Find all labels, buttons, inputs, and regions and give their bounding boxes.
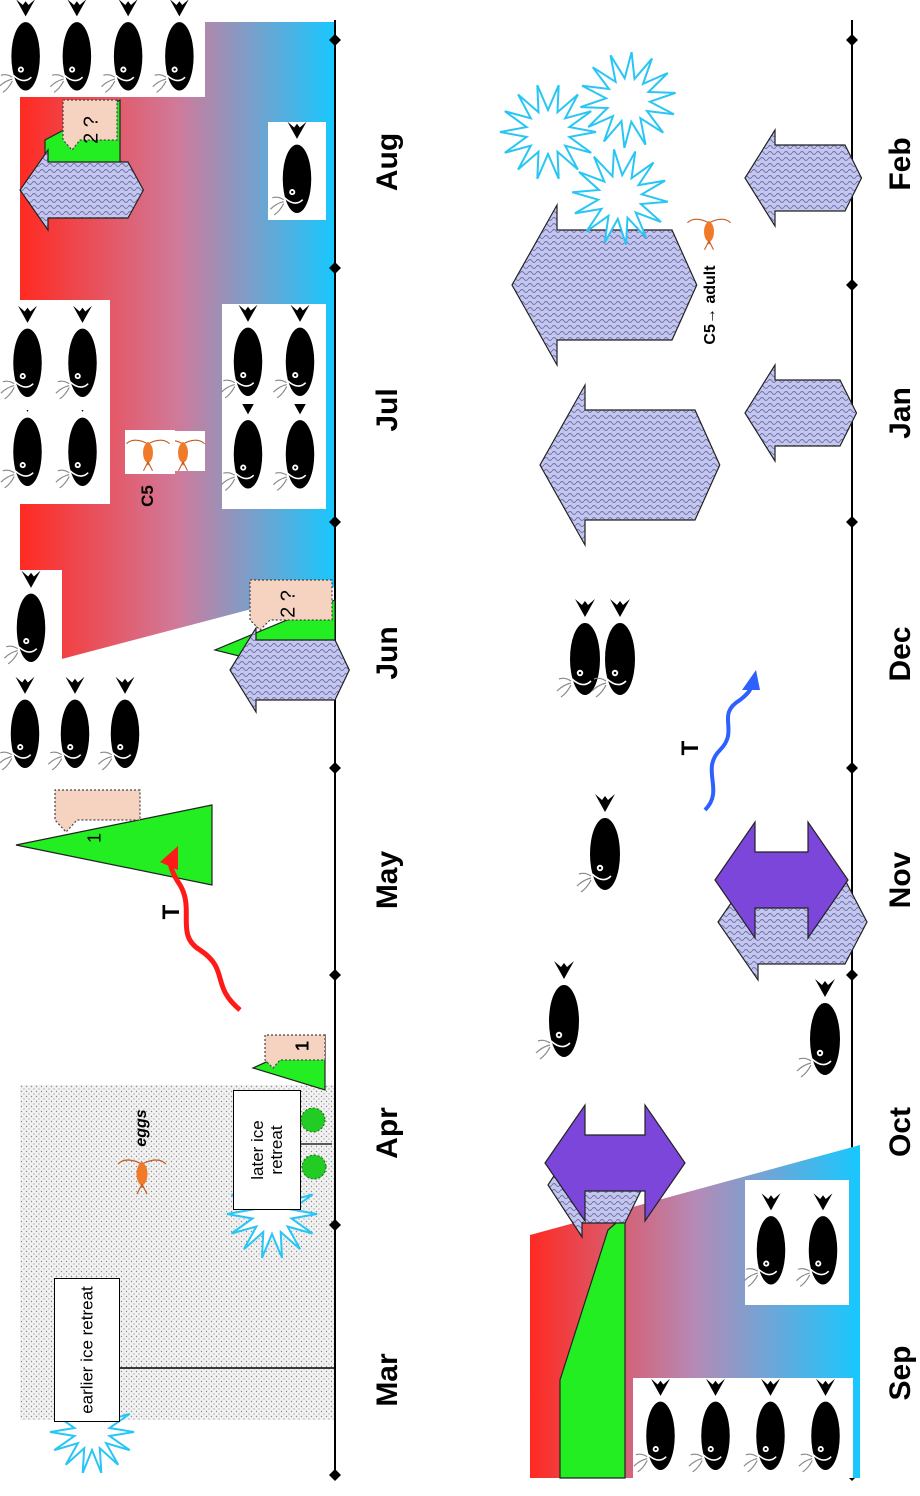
month-label-dec: Dec [884, 626, 917, 682]
vertical-flux-arrow-jan-1 [539, 382, 721, 548]
temperature-label-bottom: T [677, 740, 704, 756]
eggs-label: eggs [133, 1109, 150, 1147]
phytoplankton-bloom-may [15, 804, 213, 886]
timeline-marker-top-6 [329, 262, 341, 274]
month-label-oct: Oct [884, 1106, 917, 1158]
bloom-tag-1-first-label: 1 [292, 1040, 313, 1052]
temperature-arrow-top [167, 859, 242, 1012]
bloom-tag-2-first [249, 579, 333, 631]
month-label-sep: Sep [884, 1345, 917, 1401]
temperature-arrow-top-head [160, 846, 178, 870]
fish-solitary-oct-nov [796, 978, 841, 1078]
month-label-apr: Apr [371, 1107, 404, 1159]
month-label-jun: Jun [371, 626, 404, 680]
bloom-tag-2-second [62, 99, 118, 151]
starburst-feb-2 [580, 51, 676, 149]
earlier-ice-retreat-box: earlier ice retreat [54, 1278, 120, 1422]
fish-solitary-oct [535, 960, 580, 1060]
month-label-feb: Feb [884, 137, 917, 191]
starburst-feb-1 [499, 84, 597, 180]
bloom-tag-1-first [264, 1034, 326, 1069]
vertical-mixing-arrow-nov [714, 820, 849, 940]
bloom-tag-1-second-label: 1 [84, 832, 105, 844]
temperature-arrow-bottom [703, 683, 753, 812]
vertical-flux-arrow-jan-2 [744, 362, 858, 464]
timeline-marker-top-7 [329, 34, 341, 46]
timeline-marker-top-3 [329, 969, 341, 981]
month-label-aug: Aug [371, 132, 404, 192]
fish-group-dec-1 [556, 598, 601, 698]
egg-cluster-2 [300, 1107, 326, 1133]
c5-adult-label: C5→ adult [702, 265, 719, 345]
timeline-marker-bottom-6 [846, 279, 858, 291]
timeline-marker-top-1 [329, 1469, 341, 1481]
month-label-jan: Jan [884, 387, 917, 439]
month-label-may: May [371, 850, 404, 910]
timeline-marker-top-4 [329, 762, 341, 774]
copepod-adult-icon [686, 218, 732, 251]
c5-label: C5 [138, 485, 157, 507]
bloom-tag-2-first-label: 2 ? [277, 590, 300, 618]
starburst-feb-3 [571, 149, 669, 245]
later-ice-retreat-label: later ice retreat [248, 1120, 286, 1180]
timeline-marker-bottom-4 [846, 762, 858, 774]
egg-cluster-1 [301, 1154, 327, 1180]
later-ice-retreat-box: later ice retreat [233, 1090, 301, 1210]
timeline-marker-bottom-5 [846, 516, 858, 528]
vertical-flux-arrow-aug [19, 148, 145, 232]
bloom-tag-1-second [54, 789, 141, 833]
month-label-mar: Mar [371, 1353, 404, 1407]
month-label-jul: Jul [371, 388, 404, 432]
bloom-tag-2-second-label: 2 ? [80, 116, 103, 144]
timeline-marker-bottom-3 [846, 969, 858, 981]
timeline-marker-bottom-7 [846, 34, 858, 46]
timeline-marker-top-2 [329, 1219, 341, 1231]
fish-solitary-nov [576, 793, 621, 893]
temperature-arrow-bottom-head [742, 670, 760, 690]
vertical-flux-arrow-feb-2 [744, 127, 863, 229]
vertical-flux-arrow-feb-1 [511, 202, 698, 368]
earlier-ice-retreat-label: earlier ice retreat [77, 1286, 97, 1414]
vertical-flux-arrow-jun [229, 625, 350, 715]
month-label-nov: Nov [884, 851, 917, 909]
timeline-marker-top-5 [329, 516, 341, 528]
vertical-mixing-arrow-oct [544, 1103, 686, 1223]
temperature-label-top: T [158, 904, 185, 920]
